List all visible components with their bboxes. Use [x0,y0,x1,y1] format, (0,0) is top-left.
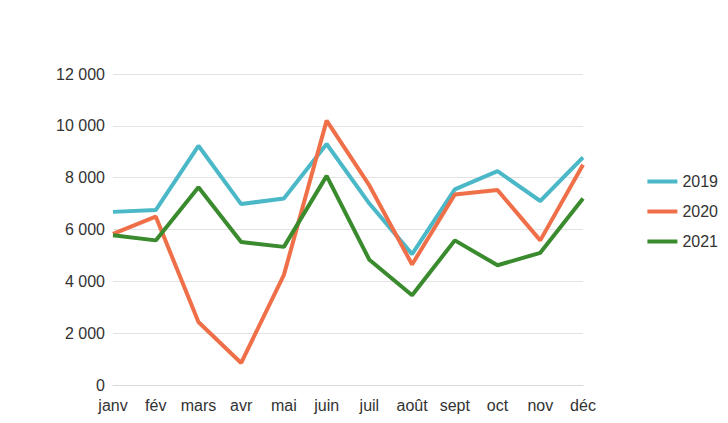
svg-text:oct: oct [487,397,509,414]
svg-text:6 000: 6 000 [65,221,105,238]
svg-text:2020: 2020 [682,203,718,220]
svg-text:sept: sept [440,397,471,414]
svg-text:janv: janv [97,397,127,414]
svg-text:10 000: 10 000 [56,117,105,134]
svg-text:mars: mars [181,397,217,414]
svg-text:4 000: 4 000 [65,273,105,290]
svg-text:mai: mai [271,397,297,414]
svg-text:2 000: 2 000 [65,325,105,342]
svg-text:12 000: 12 000 [56,66,105,83]
svg-text:2019: 2019 [682,173,718,190]
svg-text:8 000: 8 000 [65,169,105,186]
svg-text:avr: avr [230,397,253,414]
svg-text:fév: fév [145,397,166,414]
svg-text:juil: juil [359,397,380,414]
svg-text:0: 0 [96,377,105,394]
svg-text:juin: juin [313,397,339,414]
svg-text:nov: nov [527,397,553,414]
svg-text:2021: 2021 [682,233,718,250]
svg-text:août: août [397,397,429,414]
svg-text:déc: déc [570,397,596,414]
